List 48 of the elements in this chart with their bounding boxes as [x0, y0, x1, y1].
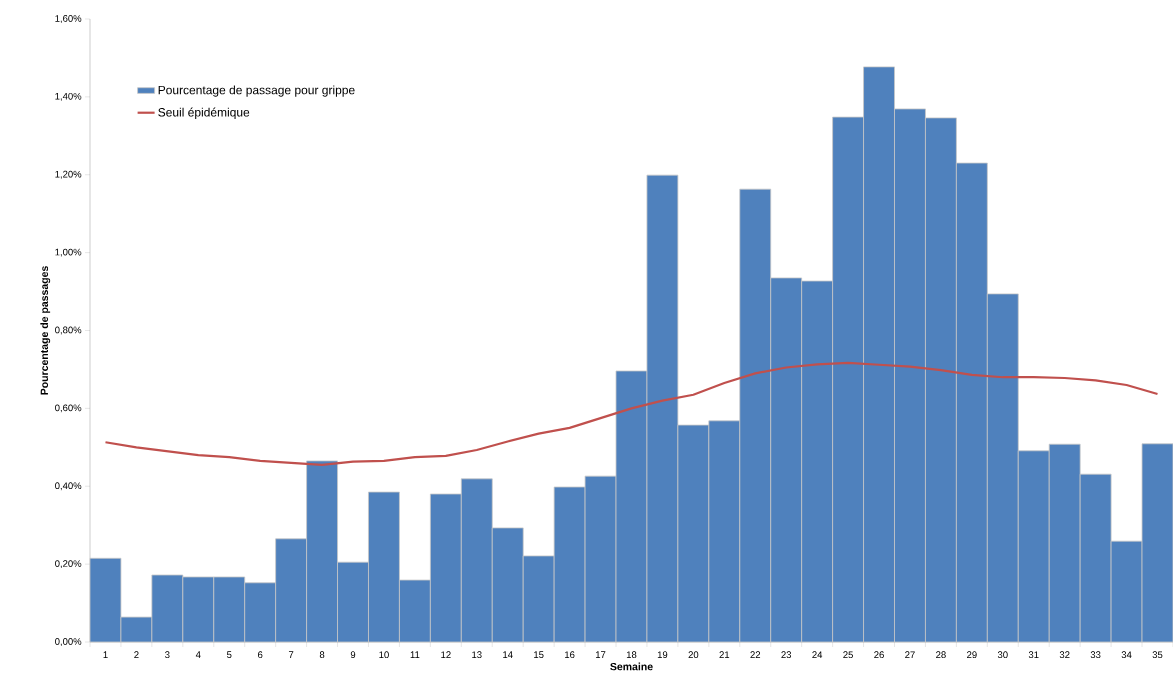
x-tick-label: 14 [503, 651, 513, 658]
x-tick-label: 7 [288, 651, 294, 658]
x-tick-label: 34 [1121, 651, 1132, 659]
x-tick-label: 8 [319, 651, 325, 659]
x-tick-label: 35 [1152, 651, 1163, 659]
y-tick-label: 0,40% [55, 482, 82, 491]
x-tick-label: 33 [1090, 651, 1101, 659]
y-tick-label: 0,20% [55, 560, 82, 569]
x-tick-label: 9 [350, 651, 356, 659]
x-tick-label: 5 [226, 651, 232, 658]
x-tick-label: 25 [843, 651, 853, 659]
x-tick-label: 31 [1028, 651, 1039, 659]
x-tick-label: 21 [719, 651, 730, 658]
x-tick-label: 15 [534, 651, 544, 658]
x-tick-label: 32 [1059, 651, 1070, 659]
x-tick-label: 29 [967, 651, 977, 659]
x-tick-label: 28 [936, 651, 946, 659]
x-tick-label: 22 [750, 651, 761, 658]
x-tick-label: 3 [165, 651, 170, 659]
y-tick-label: 0,60% [55, 404, 82, 413]
x-tick-label: 11 [410, 651, 420, 658]
x-tick-label: 18 [626, 651, 637, 659]
x-tick-label: 26 [874, 651, 884, 659]
legend-label: Seuil épidémique [158, 107, 250, 119]
x-tick-label: 10 [379, 651, 389, 659]
y-tick-label: 1,00% [55, 248, 82, 257]
x-tick-label: 24 [812, 651, 823, 658]
x-tick-label: 6 [258, 651, 263, 659]
x-tick-label: 23 [781, 651, 792, 659]
x-tick-label: 1 [103, 651, 108, 658]
x-tick-label: 19 [657, 651, 668, 659]
x-tick-label: 4 [195, 651, 201, 658]
x-tick-label: 17 [595, 651, 606, 658]
x-tick-label: 16 [565, 651, 575, 659]
x-tick-label: 12 [441, 651, 451, 658]
y-tick-label: 1,60% [55, 15, 82, 23]
legend-label: Pourcentage de passage pour grippe [158, 85, 355, 97]
x-tick-label: 2 [134, 651, 139, 658]
x-tick-label: 27 [905, 651, 915, 658]
y-tick-label: 1,20% [55, 170, 82, 179]
y-tick-label: 0,00% [55, 638, 82, 646]
x-tick-label: 13 [472, 651, 482, 659]
x-tick-label: 30 [997, 651, 1008, 659]
y-axis-title: Pourcentage de passages [40, 266, 51, 395]
x-axis-title: Semaine [610, 662, 653, 671]
y-tick-label: 1,40% [55, 92, 82, 101]
x-tick-label: 20 [688, 651, 699, 659]
y-tick-label: 0,80% [55, 326, 82, 335]
